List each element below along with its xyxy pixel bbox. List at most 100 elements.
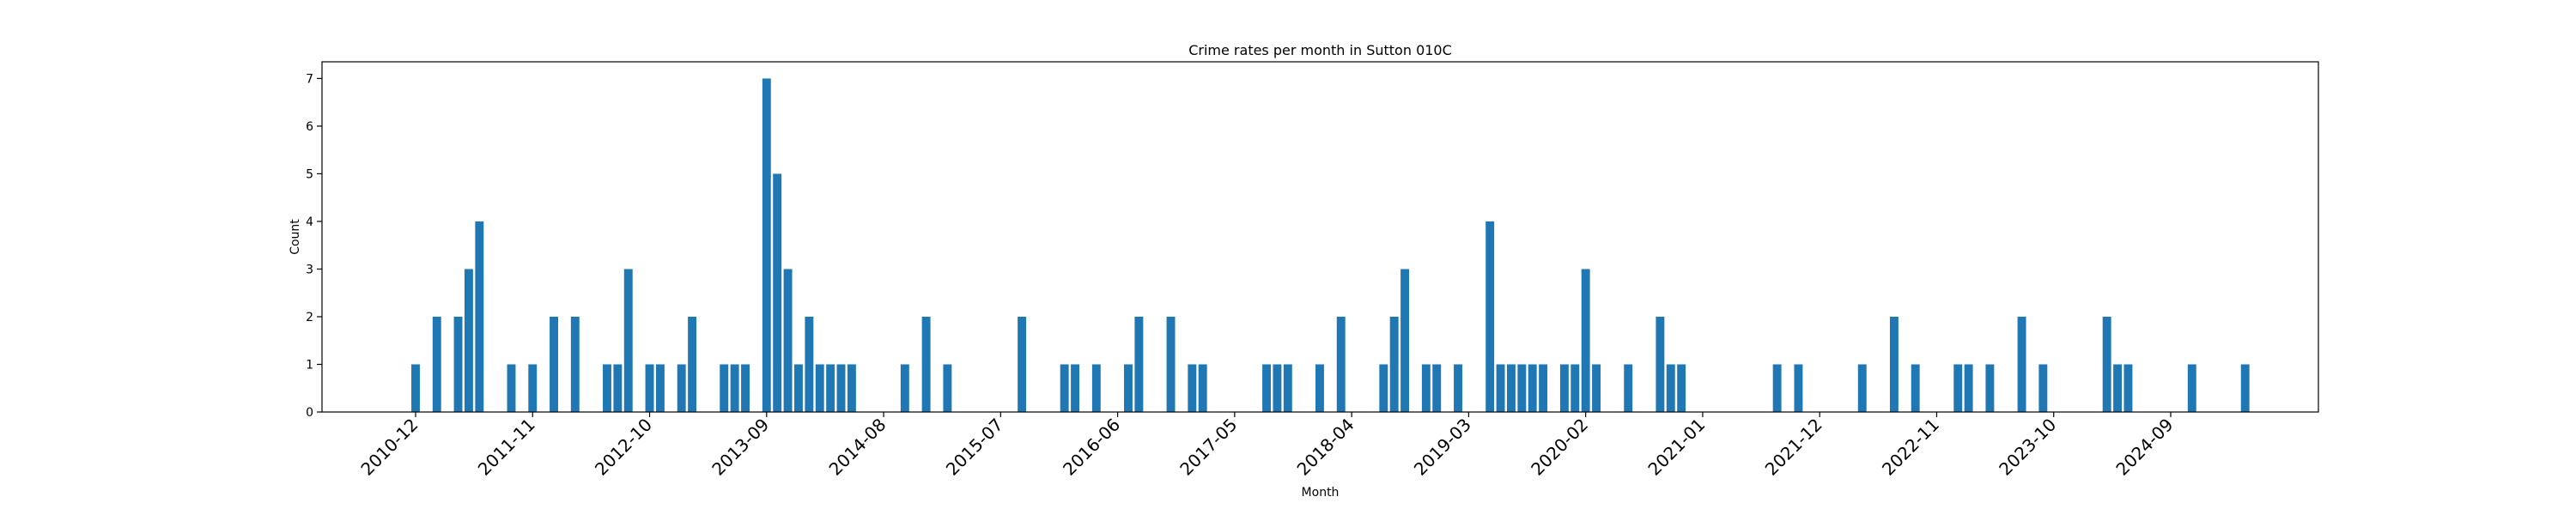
- bar: [475, 221, 483, 412]
- x-tick-label: 2022-11: [1878, 415, 1943, 480]
- bar: [1965, 364, 1973, 412]
- bar: [1528, 364, 1537, 412]
- bar: [784, 269, 793, 412]
- bar: [1454, 364, 1462, 412]
- bar: [816, 364, 824, 412]
- x-tick-label: 2011-11: [474, 415, 539, 480]
- bar: [1167, 317, 1176, 412]
- bar: [1953, 364, 1962, 412]
- x-tick-label: 2012-10: [591, 415, 656, 480]
- bar: [1592, 364, 1601, 412]
- bar: [1582, 269, 1590, 412]
- bar: [465, 269, 473, 412]
- bar: [571, 317, 580, 412]
- bar: [528, 364, 537, 412]
- bar: [943, 364, 951, 412]
- bar: [1571, 364, 1579, 412]
- x-tick-label: 2016-06: [1059, 415, 1124, 480]
- bar: [624, 269, 633, 412]
- bar: [646, 364, 654, 412]
- bar: [656, 364, 665, 412]
- bar: [688, 317, 696, 412]
- bar: [1911, 364, 1920, 412]
- bar: [1858, 364, 1867, 412]
- bar: [826, 364, 835, 412]
- bar: [550, 317, 558, 412]
- bar: [1485, 221, 1494, 412]
- bar: [433, 317, 441, 412]
- y-tick-label: 3: [306, 263, 313, 276]
- bar: [2241, 364, 2250, 412]
- x-tick-label: 2015-07: [942, 415, 1007, 480]
- y-tick-label: 5: [306, 167, 313, 181]
- bar: [2188, 364, 2196, 412]
- bar: [1071, 364, 1079, 412]
- bar: [1199, 364, 1207, 412]
- bar: [613, 364, 622, 412]
- bar: [720, 364, 728, 412]
- bar: [507, 364, 516, 412]
- chart-title: Crime rates per month in Sutton 010C: [1188, 42, 1452, 58]
- x-tick-label: 2014-08: [825, 415, 890, 480]
- bar: [603, 364, 611, 412]
- bar: [1262, 364, 1271, 412]
- bar: [741, 364, 750, 412]
- x-tick-label: 2017-05: [1176, 415, 1241, 480]
- bar: [1773, 364, 1782, 412]
- bar: [1985, 364, 1994, 412]
- bar: [1134, 317, 1143, 412]
- bar: [805, 317, 813, 412]
- bar: [1060, 364, 1069, 412]
- y-axis-label: Count: [289, 219, 302, 255]
- x-tick-label: 2013-09: [708, 415, 773, 480]
- bar: [922, 317, 931, 412]
- bar: [1517, 364, 1526, 412]
- bar: [411, 364, 420, 412]
- bar: [2018, 317, 2026, 412]
- bar: [1432, 364, 1441, 412]
- y-tick-label: 7: [306, 72, 313, 86]
- bar: [1890, 317, 1899, 412]
- bar: [1315, 364, 1324, 412]
- x-tick-label: 2021-01: [1643, 415, 1709, 480]
- y-tick-label: 1: [306, 358, 313, 372]
- bar: [773, 173, 781, 412]
- bar: [1379, 364, 1388, 412]
- x-tick-label: 2019-03: [1410, 415, 1475, 480]
- x-tick-label: 2021-12: [1761, 415, 1826, 480]
- bar: [2113, 364, 2122, 412]
- bar: [762, 78, 771, 412]
- bar: [2038, 364, 2047, 412]
- bar: [1400, 269, 1409, 412]
- bar: [1667, 364, 1675, 412]
- bar: [1124, 364, 1133, 412]
- bar: [677, 364, 686, 412]
- bar: [1656, 317, 1664, 412]
- bar: [901, 364, 909, 412]
- bar: [1422, 364, 1431, 412]
- bar: [1284, 364, 1292, 412]
- x-tick-label: 2020-02: [1527, 415, 1592, 480]
- bar: [837, 364, 846, 412]
- y-tick-label: 4: [306, 215, 313, 229]
- bar: [794, 364, 803, 412]
- x-axis-label: Month: [1302, 486, 1340, 500]
- y-axis: 0 1 2 3 4 5 6 7: [306, 72, 322, 420]
- bar: [454, 317, 463, 412]
- bar: [1337, 317, 1346, 412]
- bar: [2123, 364, 2132, 412]
- bar: [848, 364, 856, 412]
- bar: [1794, 364, 1802, 412]
- bar: [1539, 364, 1547, 412]
- bar: [1092, 364, 1101, 412]
- bar: [1018, 317, 1026, 412]
- bar: [1677, 364, 1686, 412]
- bar: [1273, 364, 1281, 412]
- bar: [1507, 364, 1516, 412]
- x-axis: 2010-12 2011-11 2012-10 2013-09 2014-08 2015-…: [356, 412, 2177, 480]
- bar: [1390, 317, 1399, 412]
- x-tick-label: 2024-09: [2111, 415, 2177, 480]
- bar: [1497, 364, 1505, 412]
- x-tick-label: 2023-10: [1995, 415, 2060, 480]
